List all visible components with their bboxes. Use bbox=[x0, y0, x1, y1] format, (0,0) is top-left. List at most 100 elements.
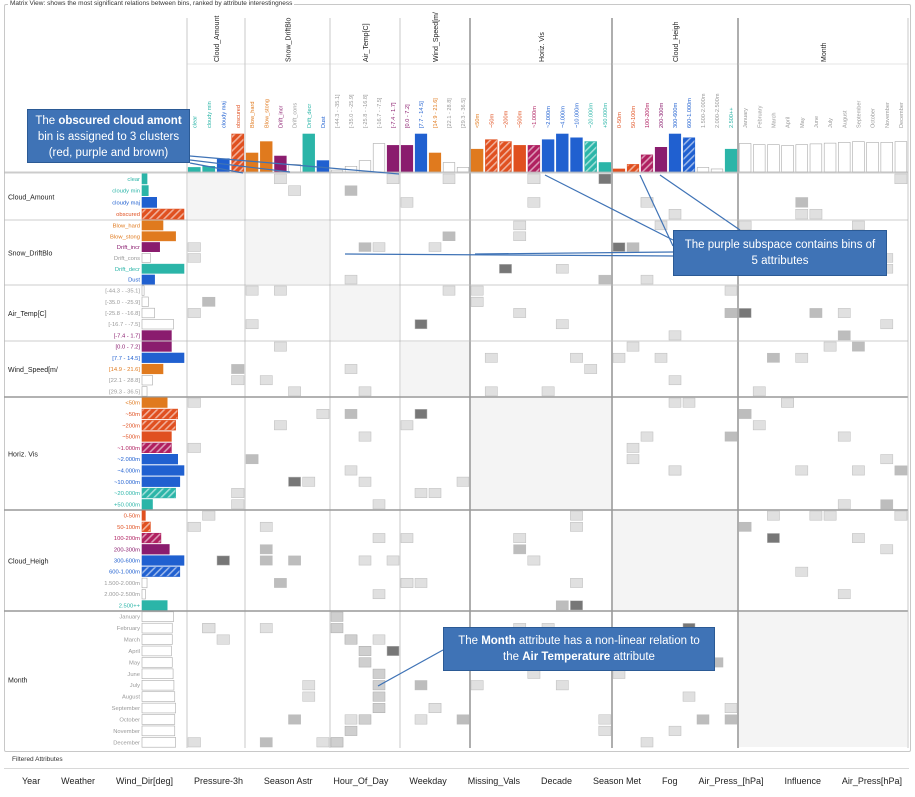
relation-cell[interactable] bbox=[527, 173, 541, 184]
column-bin-label[interactable]: ~200m bbox=[504, 110, 510, 128]
relation-cell[interactable] bbox=[187, 242, 201, 252]
histogram-bar[interactable] bbox=[141, 499, 153, 510]
column-bin-label[interactable]: ~2.000m bbox=[546, 106, 552, 128]
column-bin-label[interactable]: Drift_incr bbox=[278, 105, 284, 128]
relation-cell[interactable] bbox=[259, 521, 273, 532]
relation-cell[interactable] bbox=[358, 242, 372, 252]
row-bin-label[interactable]: 2.500++ bbox=[119, 603, 141, 609]
histogram-bar[interactable] bbox=[513, 145, 526, 173]
row-bin-label[interactable]: ~10.000m bbox=[114, 480, 140, 486]
row-header[interactable]: Horiz. Vis bbox=[8, 452, 38, 459]
relation-cell[interactable] bbox=[809, 308, 823, 318]
relation-cell[interactable] bbox=[682, 691, 696, 702]
relation-cell[interactable] bbox=[302, 476, 316, 487]
column-bin-label[interactable]: [14.9 - 21.6] bbox=[433, 98, 439, 128]
row-bin-label[interactable]: Drift_decr bbox=[115, 267, 140, 273]
relation-cell[interactable] bbox=[880, 319, 894, 330]
relation-cell[interactable] bbox=[682, 397, 696, 408]
column-bin-label[interactable]: November bbox=[885, 102, 891, 128]
column-bin-label[interactable]: September bbox=[856, 101, 862, 128]
histogram-bar[interactable] bbox=[141, 555, 185, 566]
column-bin-label[interactable]: [7.7 - 14.5] bbox=[419, 101, 425, 128]
row-bin-label[interactable]: +50.000m bbox=[114, 502, 140, 508]
relation-cell[interactable] bbox=[386, 173, 400, 184]
relation-cell[interactable] bbox=[598, 173, 612, 184]
row-bin-label[interactable]: <50m bbox=[125, 401, 140, 407]
relation-cell[interactable] bbox=[527, 197, 541, 208]
relation-cell[interactable] bbox=[894, 510, 908, 521]
histogram-bar[interactable] bbox=[372, 143, 386, 173]
row-bin-label[interactable]: 0-50m bbox=[124, 514, 141, 520]
column-header[interactable]: Wind_Speed[m/ bbox=[433, 12, 440, 62]
relation-cell[interactable] bbox=[372, 703, 386, 713]
histogram-bar[interactable] bbox=[141, 319, 174, 330]
relation-cell[interactable] bbox=[400, 578, 414, 588]
row-bin-label[interactable]: ~50m bbox=[125, 412, 140, 418]
histogram-bar[interactable] bbox=[141, 622, 173, 634]
relation-cell[interactable] bbox=[202, 623, 216, 634]
relation-cell[interactable] bbox=[795, 566, 809, 577]
relation-cell[interactable] bbox=[752, 386, 766, 397]
column-bin-label[interactable]: [-7.4 - 1.7] bbox=[391, 102, 397, 128]
relation-cell[interactable] bbox=[880, 454, 894, 465]
relation-cell[interactable] bbox=[274, 285, 287, 296]
row-bin-label[interactable]: February bbox=[117, 626, 140, 632]
relation-cell[interactable] bbox=[668, 375, 682, 386]
histogram-bar[interactable] bbox=[584, 141, 597, 173]
row-bin-label[interactable]: Blow_hard bbox=[113, 223, 140, 229]
histogram-bar[interactable] bbox=[141, 487, 176, 499]
row-bin-label[interactable]: ~20.000m bbox=[114, 491, 140, 497]
filtered-attribute-item[interactable]: Air_Press_[hPa] bbox=[698, 776, 764, 786]
relation-cell[interactable] bbox=[372, 634, 386, 645]
histogram-bar[interactable] bbox=[470, 148, 484, 173]
relation-cell[interactable] bbox=[428, 242, 442, 252]
row-header[interactable]: Snow_DriftBlo bbox=[8, 251, 52, 258]
relation-cell[interactable] bbox=[259, 555, 273, 566]
row-header[interactable]: Air_Temp[C] bbox=[8, 311, 47, 318]
row-bin-label[interactable]: Drift_cons bbox=[114, 256, 140, 262]
relation-cell[interactable] bbox=[837, 308, 851, 318]
relation-cell[interactable] bbox=[598, 714, 612, 725]
relation-cell[interactable] bbox=[316, 737, 330, 748]
histogram-bar[interactable] bbox=[141, 330, 172, 341]
column-bin-label[interactable]: [-25.8 - -16.8] bbox=[363, 94, 369, 128]
relation-cell[interactable] bbox=[259, 623, 273, 634]
histogram-bar[interactable] bbox=[245, 152, 259, 173]
histogram-bar[interactable] bbox=[141, 668, 174, 680]
relation-cell[interactable] bbox=[527, 555, 541, 566]
relation-cell[interactable] bbox=[584, 364, 598, 374]
filtered-attribute-item[interactable]: Air_Press[hPa] bbox=[841, 776, 902, 786]
histogram-bar[interactable] bbox=[141, 577, 148, 589]
row-bin-label[interactable]: ~4.000m bbox=[117, 468, 140, 474]
histogram-bar[interactable] bbox=[738, 143, 752, 173]
relation-cell[interactable] bbox=[555, 680, 569, 691]
row-bin-label[interactable]: May bbox=[129, 660, 140, 666]
relation-cell[interactable] bbox=[231, 499, 245, 510]
column-bin-label[interactable]: Blow_stong bbox=[264, 99, 270, 128]
relation-cell[interactable] bbox=[372, 499, 386, 510]
row-bin-label[interactable]: August bbox=[122, 695, 140, 701]
relation-cell[interactable] bbox=[654, 352, 668, 363]
column-bin-label[interactable]: ~50m bbox=[489, 114, 495, 128]
column-bin-label[interactable]: ~20.000m bbox=[589, 103, 595, 128]
row-bin-label[interactable]: ~500m bbox=[122, 435, 140, 441]
column-bin-label[interactable]: ~500m bbox=[518, 110, 524, 128]
relation-cell[interactable] bbox=[724, 714, 738, 725]
relation-cell[interactable] bbox=[513, 533, 527, 543]
filtered-attribute-item[interactable]: Season Astr bbox=[263, 776, 313, 786]
relation-cell[interactable] bbox=[202, 296, 216, 307]
relation-cell[interactable] bbox=[414, 319, 428, 330]
relation-cell[interactable] bbox=[570, 578, 583, 588]
relation-cell[interactable] bbox=[216, 555, 230, 566]
row-bin-label[interactable]: [-16.7 - -7.5] bbox=[108, 322, 140, 328]
relation-cell[interactable] bbox=[767, 533, 780, 543]
column-bin-label[interactable]: December bbox=[899, 102, 905, 128]
histogram-bar[interactable] bbox=[141, 532, 162, 544]
relation-cell[interactable] bbox=[316, 409, 330, 419]
histogram-bar[interactable] bbox=[753, 144, 766, 173]
relation-cell[interactable] bbox=[555, 264, 569, 274]
row-bin-label[interactable]: September bbox=[112, 706, 140, 712]
relation-cell[interactable] bbox=[274, 341, 287, 352]
histogram-bar[interactable] bbox=[141, 600, 168, 611]
